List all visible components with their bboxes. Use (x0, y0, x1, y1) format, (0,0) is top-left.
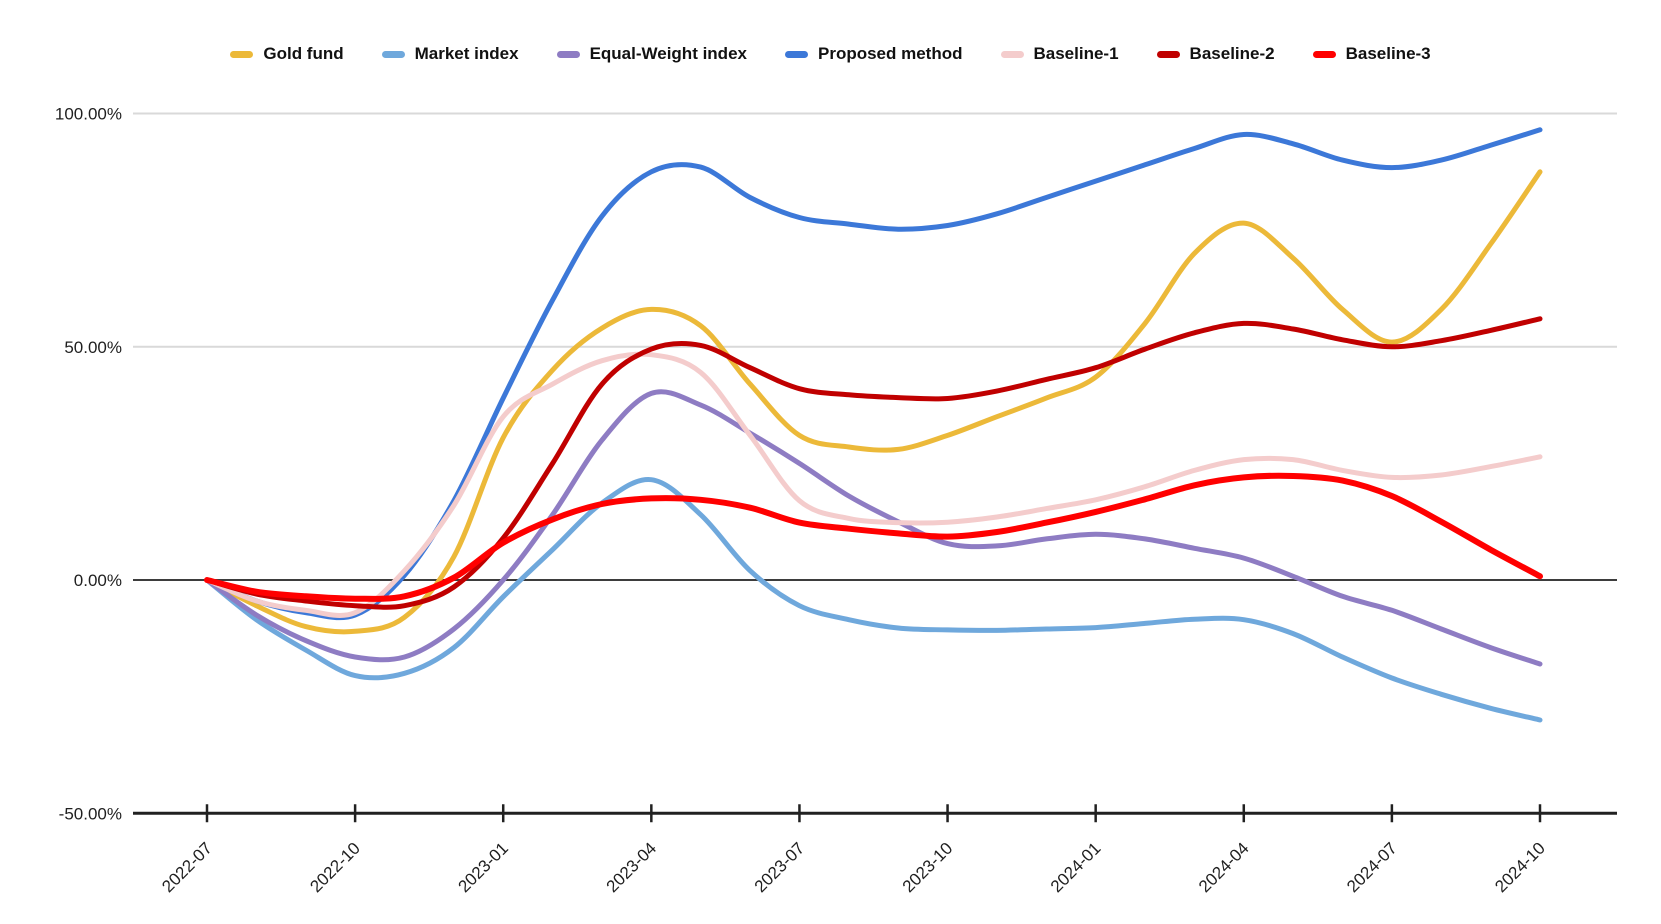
series-line-baseline-3 (204, 472, 1543, 602)
x-axis-label: 2022-07 (158, 839, 216, 897)
legend-item-equal-weight-index: Equal-Weight index (556, 44, 747, 64)
legend-item-proposed-method: Proposed method (784, 44, 963, 64)
legend-label: Proposed method (817, 44, 963, 63)
series-line-market-index (204, 477, 1543, 723)
legend-swatch (1156, 50, 1180, 58)
x-axis-label: 2023-04 (603, 839, 661, 897)
y-axis-label: 50.00% (64, 338, 122, 357)
legend-swatch (1000, 50, 1024, 58)
legend: Gold fund Market index Equal-Weight index P… (0, 44, 1661, 64)
legend-label: Equal-Weight index (589, 44, 747, 63)
x-axis-label: 2023-07 (751, 839, 809, 897)
legend-label: Baseline-3 (1345, 44, 1431, 63)
legend-item-market-index: Market index (381, 44, 519, 64)
legend-swatch (381, 50, 405, 58)
y-axis-label: 0.00% (74, 571, 122, 590)
legend-swatch (556, 50, 580, 58)
x-axis-label: 2024-04 (1195, 839, 1253, 897)
legend-swatch (784, 50, 808, 58)
x-axis-label: 2023-01 (454, 839, 512, 897)
legend-label: Market index (414, 44, 519, 63)
x-axis-label: 2022-10 (306, 839, 364, 897)
legend-item-baseline-3: Baseline-3 (1312, 44, 1431, 64)
legend-item-baseline-2: Baseline-2 (1156, 44, 1275, 64)
legend-label: Gold fund (263, 44, 344, 63)
x-axis-label: 2024-10 (1491, 839, 1549, 897)
series-line-equal-weight-index (204, 389, 1543, 667)
y-axis-label: -50.00% (59, 804, 122, 823)
series-line-baseline-2 (204, 316, 1543, 610)
y-axis-label: 100.00% (55, 105, 122, 124)
legend-label: Baseline-1 (1033, 44, 1119, 63)
legend-item-gold-fund: Gold fund (230, 44, 344, 64)
legend-swatch (1312, 50, 1336, 58)
legend-swatch (230, 50, 254, 58)
x-axis-label: 2024-01 (1047, 839, 1105, 897)
legend-label: Baseline-2 (1189, 44, 1275, 63)
series-line-proposed-method (204, 127, 1543, 621)
series-line-baseline-1 (204, 351, 1543, 618)
legend-item-baseline-1: Baseline-1 (1000, 44, 1119, 64)
series-line-gold-fund (204, 169, 1543, 635)
x-axis-label: 2024-07 (1343, 839, 1401, 897)
x-axis-label: 2023-10 (899, 839, 957, 897)
